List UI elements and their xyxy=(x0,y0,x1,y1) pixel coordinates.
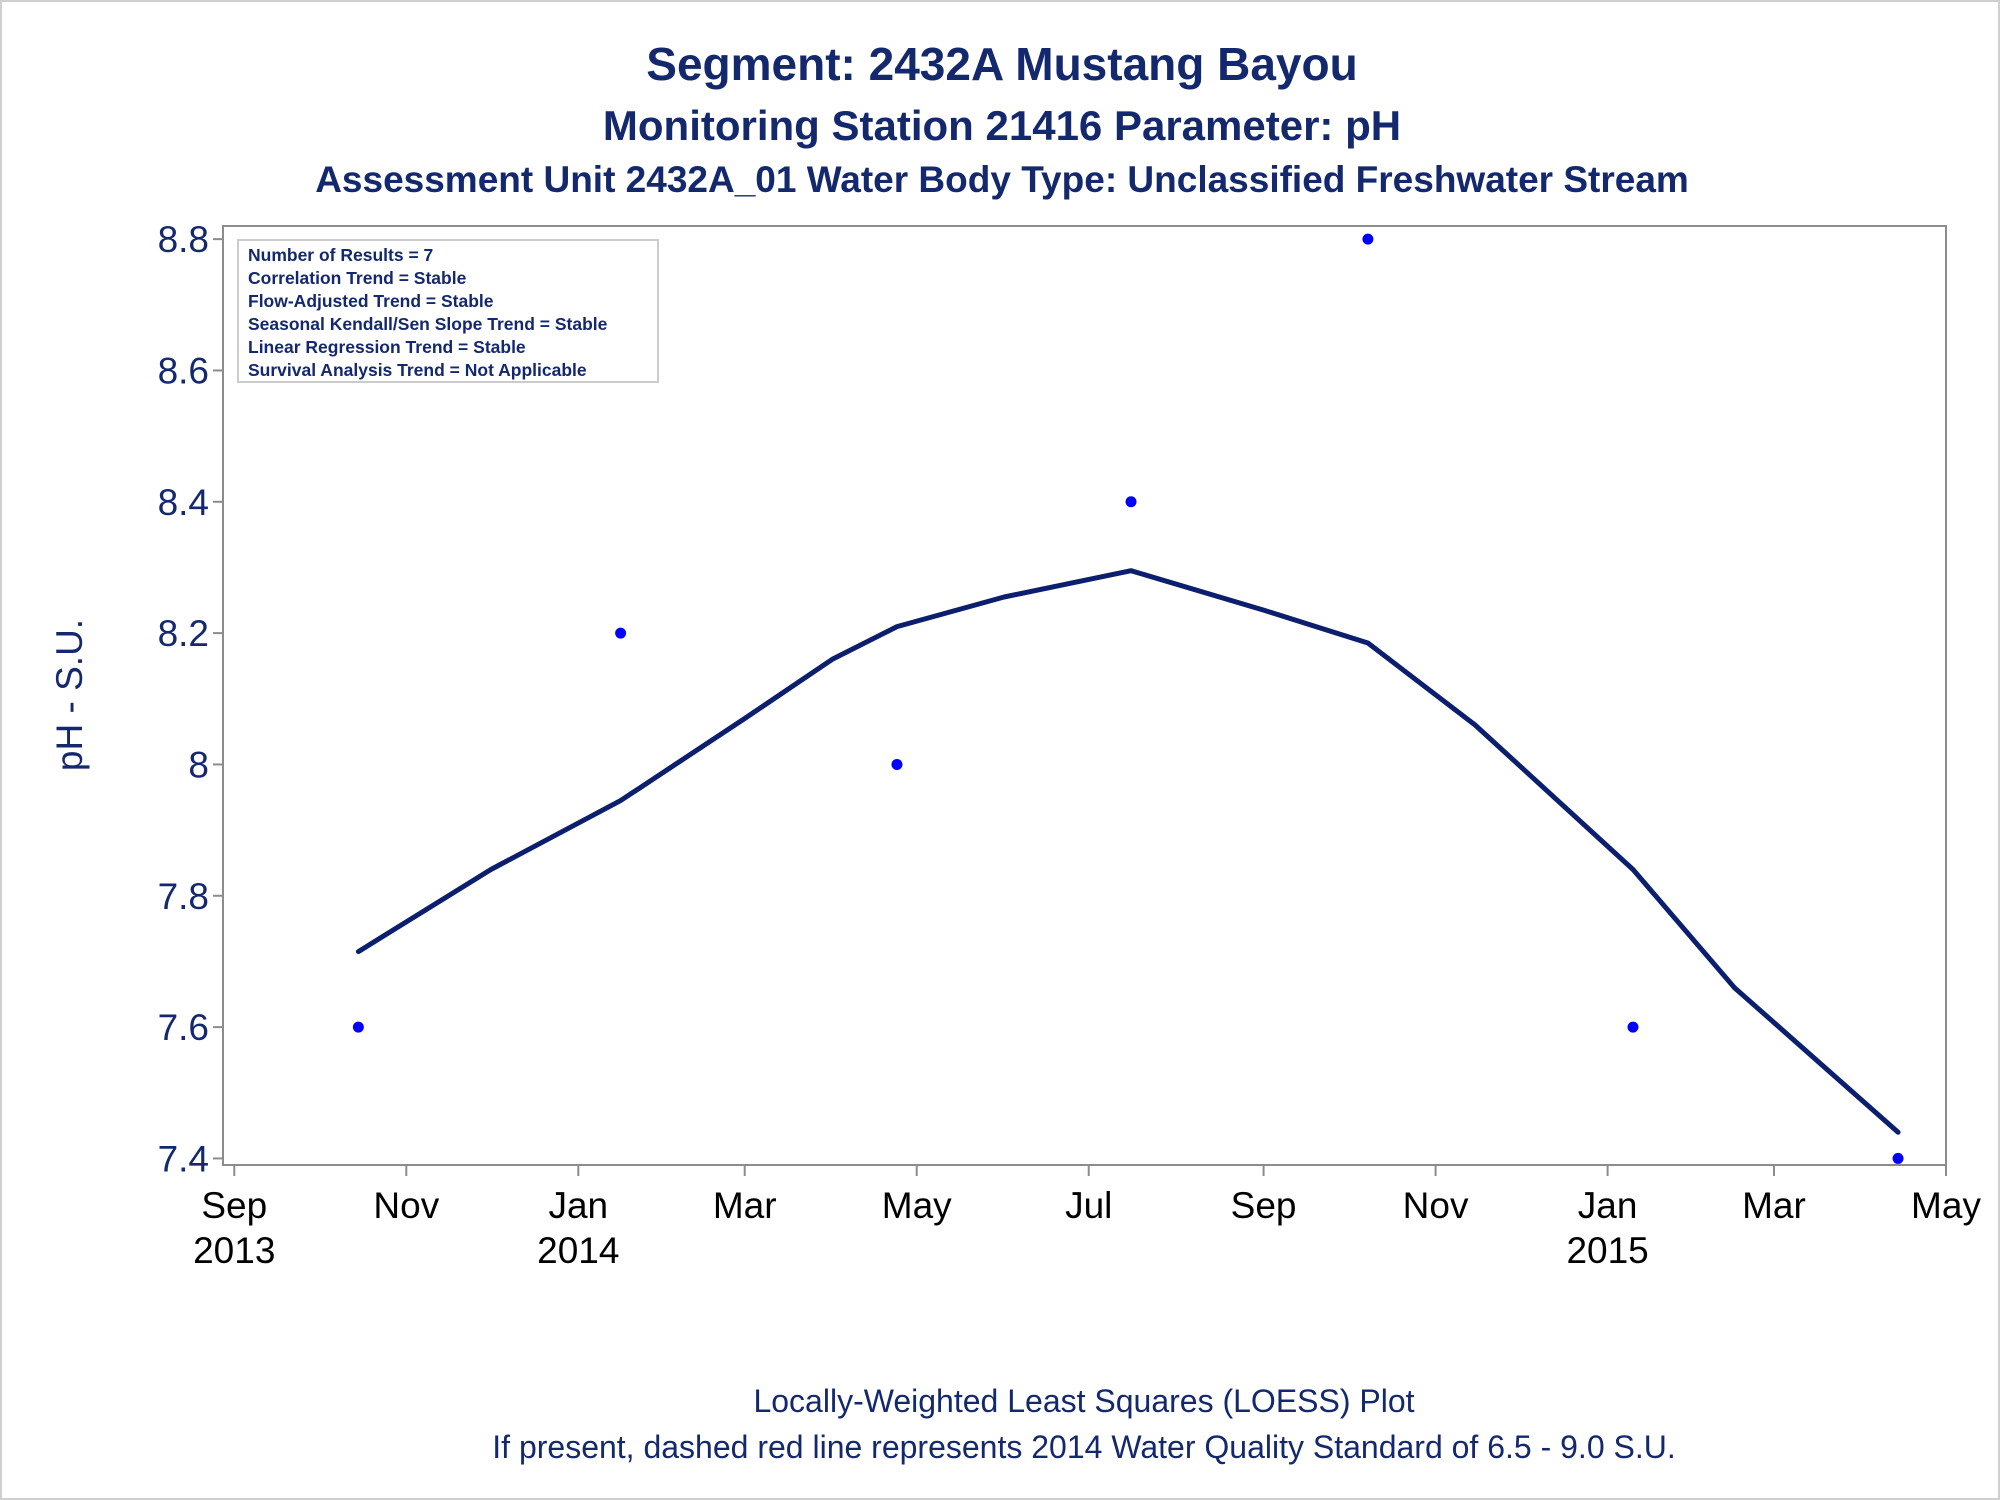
x-tick-year-label: 2014 xyxy=(537,1230,619,1271)
footnote-standard: If present, dashed red line represents 2… xyxy=(492,1429,1675,1465)
y-tick-label: 8.6 xyxy=(158,350,209,391)
stat-correlation-trend: Correlation Trend = Stable xyxy=(248,268,467,288)
x-tick-label: Jan xyxy=(548,1185,608,1226)
data-point xyxy=(615,627,627,639)
x-tick-label: Jan xyxy=(1578,1185,1638,1226)
chart-subtitle-station: Monitoring Station 21416 Parameter: pH xyxy=(603,102,1401,149)
y-tick-label: 7.4 xyxy=(158,1138,209,1179)
data-point xyxy=(1362,233,1374,245)
y-axis-label: pH - S.U. xyxy=(49,619,90,771)
data-point xyxy=(352,1021,364,1033)
x-tick-label: Mar xyxy=(1742,1185,1806,1226)
stat-number-of-results: Number of Results = 7 xyxy=(248,245,433,265)
x-tick-label: Mar xyxy=(713,1185,777,1226)
y-tick-label: 7.6 xyxy=(158,1007,209,1048)
footnote-loess: Locally-Weighted Least Squares (LOESS) P… xyxy=(753,1383,1414,1419)
stats-inset-box xyxy=(237,239,659,383)
stats-inset: Number of Results = 7 Correlation Trend … xyxy=(237,239,659,383)
x-tick-label: May xyxy=(1911,1185,1981,1226)
plot-area xyxy=(222,225,1947,1166)
y-axis: 7.4 7.6 7.8 8 8.2 8.4 8.6 8.8 xyxy=(158,219,223,1179)
stat-flow-adjusted-trend: Flow-Adjusted Trend = Stable xyxy=(248,291,494,311)
data-point xyxy=(1125,496,1137,508)
loess-line xyxy=(355,568,1901,1135)
x-tick-label: Nov xyxy=(1403,1185,1469,1226)
x-tick-year-label: 2015 xyxy=(1566,1230,1648,1271)
stat-linear-regression-trend: Linear Regression Trend = Stable xyxy=(248,337,526,357)
x-tick-label: May xyxy=(882,1185,952,1226)
y-tick-label: 8.8 xyxy=(158,219,209,260)
y-tick-label: 8.4 xyxy=(158,482,209,523)
x-tick-year-label: 2013 xyxy=(193,1230,275,1271)
data-point xyxy=(891,758,903,770)
chart-marks xyxy=(352,233,1904,1164)
x-tick-label: Jul xyxy=(1065,1185,1112,1226)
x-tick-label: Sep xyxy=(1231,1185,1297,1226)
stat-survival-analysis-trend: Survival Analysis Trend = Not Applicable xyxy=(248,360,587,380)
y-tick-label: 8 xyxy=(188,744,209,785)
x-tick-label: Sep xyxy=(201,1185,267,1226)
x-tick-label: Nov xyxy=(373,1185,439,1226)
stat-seasonal-kendall-trend: Seasonal Kendall/Sen Slope Trend = Stabl… xyxy=(248,314,608,334)
data-point xyxy=(1892,1152,1904,1164)
chart-subtitle-assessment: Assessment Unit 2432A_01 Water Body Type… xyxy=(315,159,1689,200)
chart-title: Segment: 2432A Mustang Bayou xyxy=(646,38,1357,90)
y-tick-label: 7.8 xyxy=(158,876,209,917)
data-point xyxy=(1627,1021,1639,1033)
y-tick-label: 8.2 xyxy=(158,613,209,654)
